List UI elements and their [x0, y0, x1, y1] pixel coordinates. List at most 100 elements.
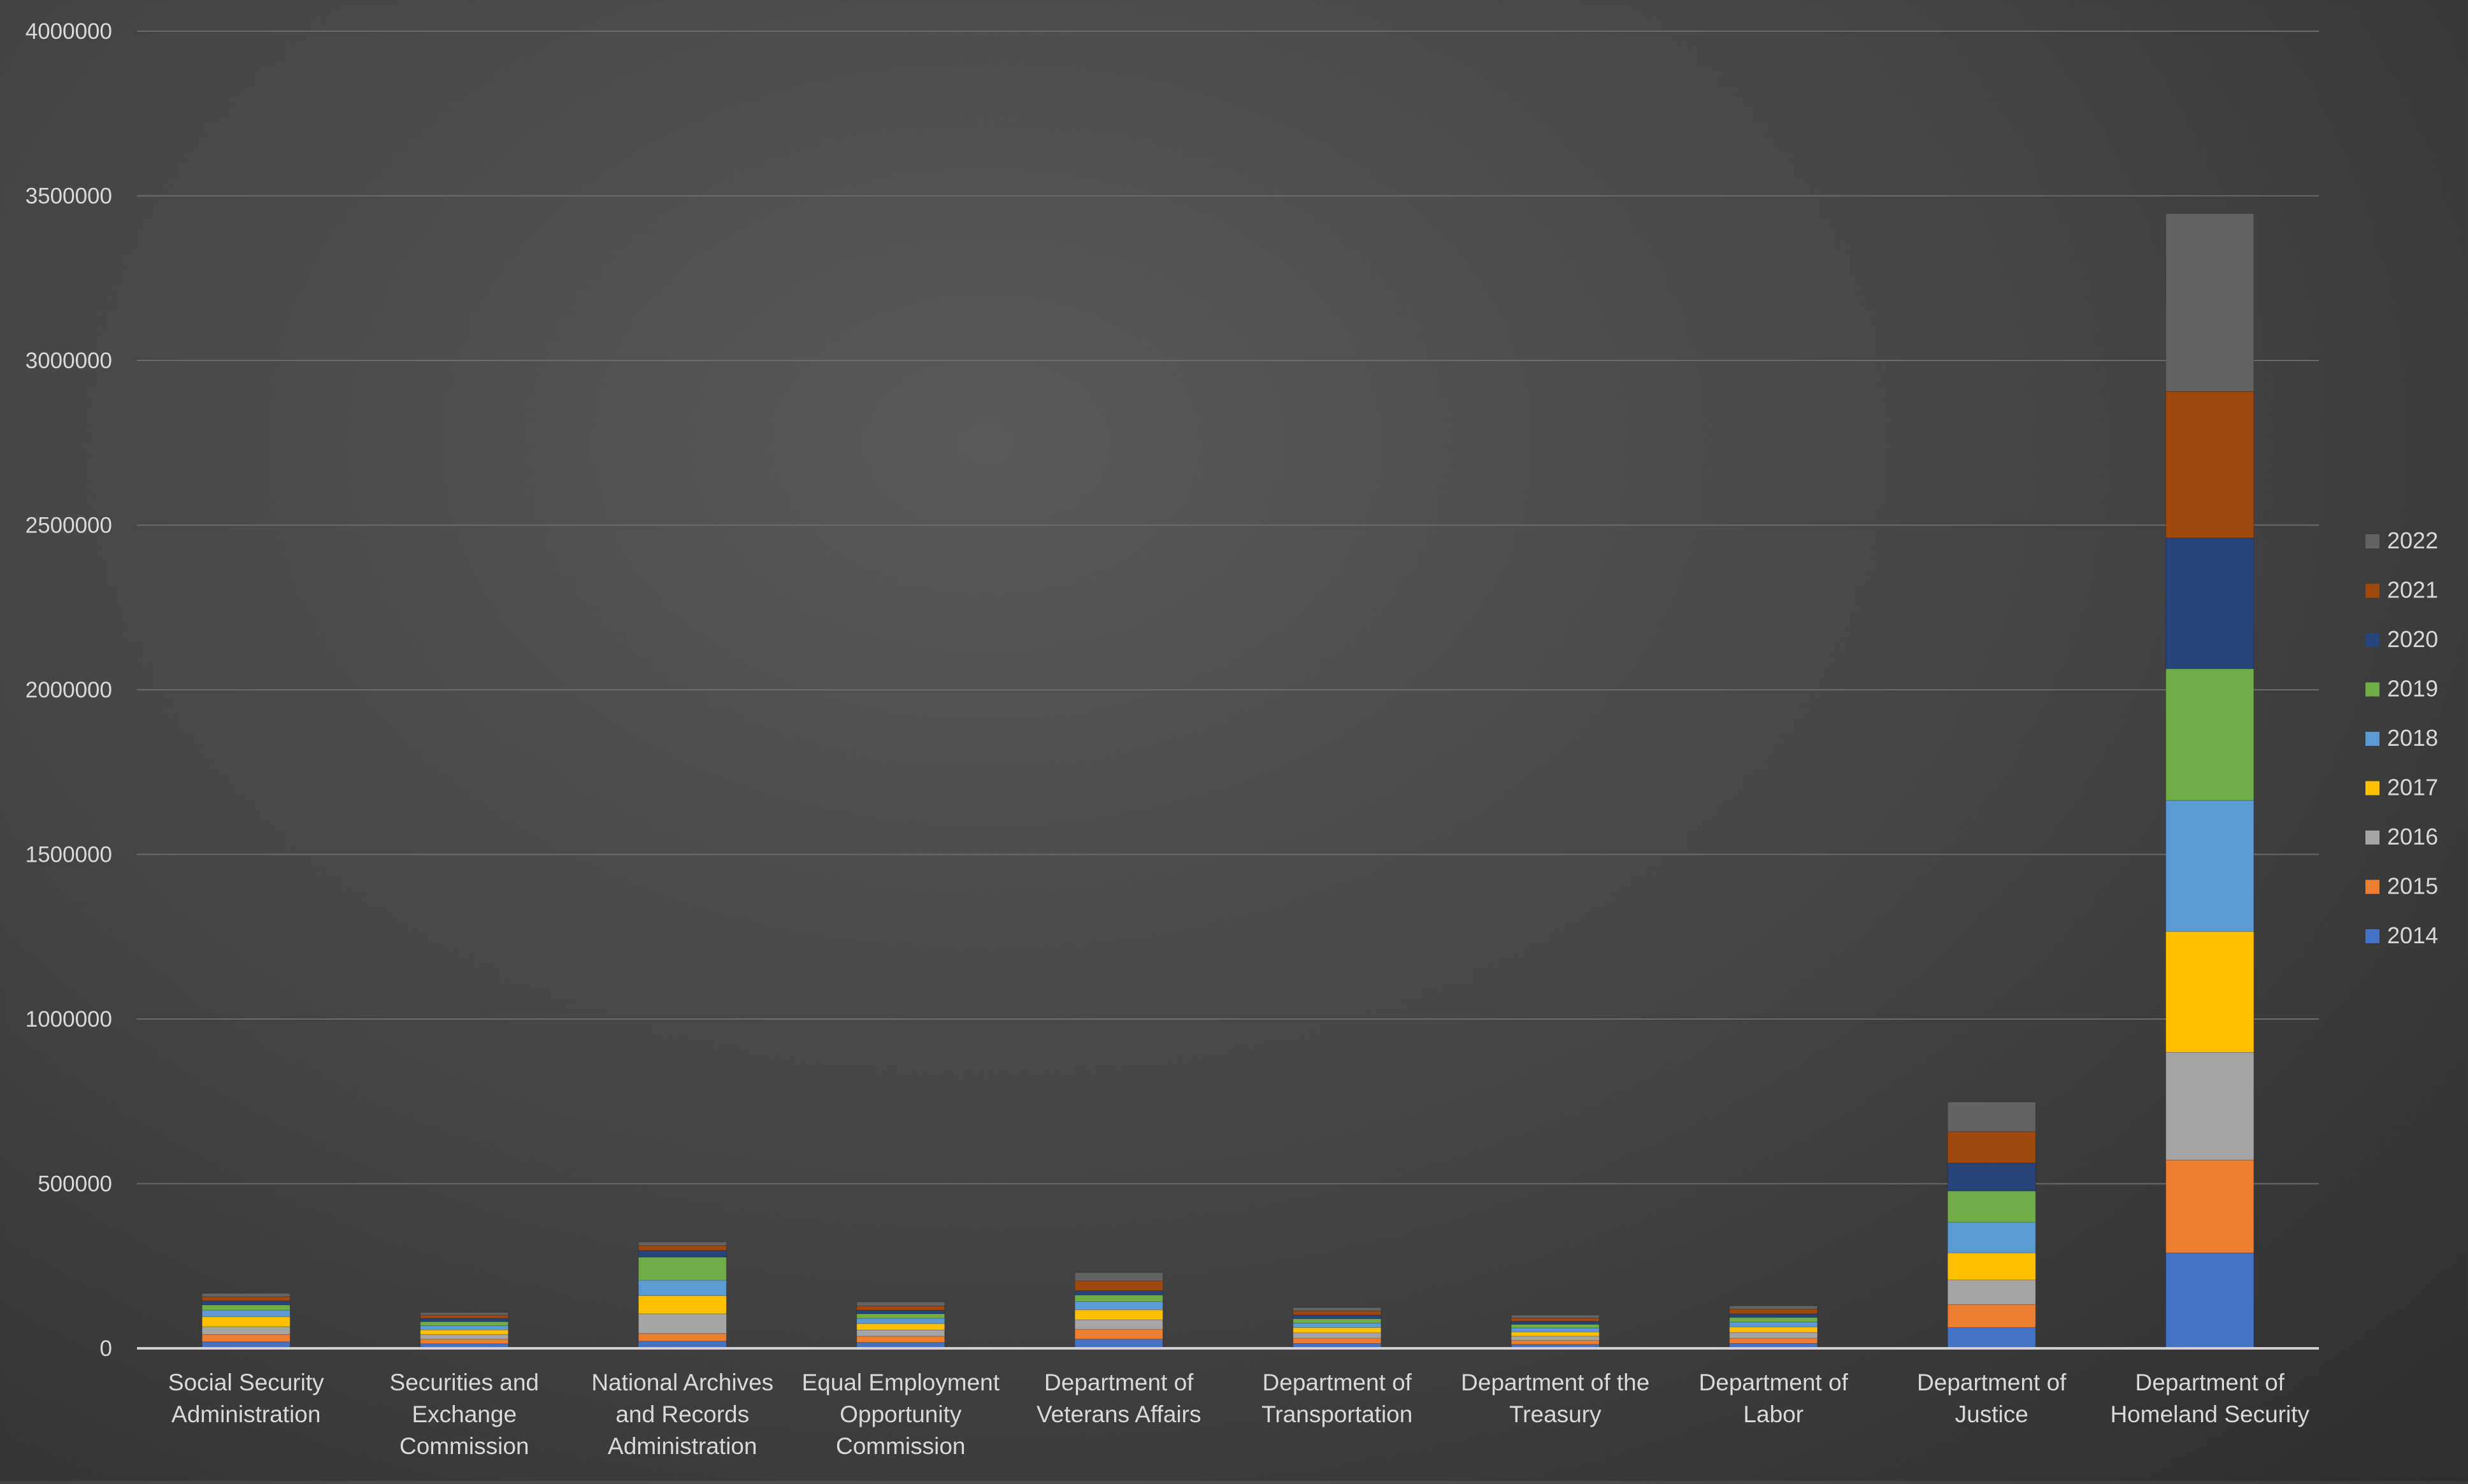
legend-item: 2018 — [2365, 725, 2438, 751]
bar-segment-2019 — [1510, 1323, 1600, 1329]
bar-segment-2022 — [1729, 1305, 1818, 1309]
bar-segment-2017 — [420, 1329, 509, 1335]
gridlines — [137, 31, 2319, 1185]
legend-label: 2019 — [2387, 676, 2438, 702]
x-tick-label-line: Department of the — [1461, 1369, 1649, 1395]
legend-item: 2014 — [2365, 922, 2438, 948]
legend-label: 2016 — [2387, 824, 2438, 850]
x-tick-label-line: Securities and — [390, 1369, 539, 1395]
y-tick-label: 2000000 — [25, 678, 112, 703]
x-tick-label-line: Transportation — [1261, 1401, 1412, 1427]
x-tick-label-line: Department of — [2135, 1369, 2285, 1395]
legend-item: 2020 — [2365, 626, 2438, 652]
legend-item: 2015 — [2365, 873, 2438, 899]
x-tick-label: National Archives and Records Administrati… — [591, 1369, 773, 1459]
bar-segment-2018 — [1074, 1301, 1163, 1311]
bar-segment-2018 — [638, 1280, 727, 1296]
legend-item: 2021 — [2365, 577, 2438, 603]
legend-item: 2017 — [2365, 774, 2438, 801]
legend-swatch — [2365, 732, 2379, 746]
bar-segment-2019 — [1074, 1294, 1163, 1302]
bar-segment-2022 — [1947, 1101, 2036, 1132]
bar-segment-2021 — [2165, 391, 2255, 539]
bar-segment-2021 — [1293, 1310, 1382, 1316]
x-tick-label: Department of Justice — [1917, 1369, 2067, 1427]
bar-segment-2019 — [201, 1304, 291, 1311]
bar-segment-2020 — [2165, 538, 2255, 669]
bars — [201, 213, 2255, 1349]
bar-segment-2021 — [856, 1305, 945, 1311]
bar-segment-2015 — [420, 1339, 509, 1345]
bar-segment-2022 — [1074, 1272, 1163, 1281]
x-tick-label-line: Homeland Security — [2110, 1401, 2309, 1427]
legend-label: 2021 — [2387, 577, 2438, 603]
bar-segment-2018 — [2165, 800, 2255, 932]
bar-segment-2018 — [856, 1318, 945, 1324]
x-tick-label-line: Treasury — [1509, 1401, 1602, 1427]
bar-segment-2019 — [856, 1313, 945, 1319]
bar-segment-2018 — [1293, 1322, 1382, 1328]
legend-swatch — [2365, 534, 2379, 548]
bar-segment-2017 — [1510, 1331, 1600, 1337]
bar-segment-2014 — [1947, 1327, 2036, 1349]
bar-segment-2014 — [2165, 1252, 2255, 1349]
bar-segment-2017 — [1074, 1309, 1163, 1320]
x-tick-label: Securities and Exchange Commission — [390, 1369, 539, 1459]
x-tick-label-line: Opportunity — [840, 1401, 962, 1427]
x-tick-label-line: Department of — [1044, 1369, 1194, 1395]
bar-stack — [420, 1312, 509, 1349]
bar-segment-2016 — [856, 1329, 945, 1337]
bar-segment-2020 — [856, 1309, 945, 1315]
bar-segment-2022 — [1510, 1315, 1600, 1318]
bar-segment-2017 — [1947, 1252, 2036, 1280]
y-tick-label: 500000 — [38, 1172, 112, 1197]
bar-segment-2017 — [638, 1295, 727, 1315]
legend-swatch — [2365, 880, 2379, 894]
bar-segment-2020 — [420, 1318, 509, 1322]
bar-stack — [638, 1241, 727, 1349]
bar-stack — [1729, 1305, 1818, 1349]
x-tick-label-line: Veterans Affairs — [1037, 1401, 1201, 1427]
bar-stack — [1293, 1307, 1382, 1349]
bar-segment-2021 — [1074, 1280, 1163, 1292]
bar-segment-2015 — [638, 1333, 727, 1342]
bar-segment-2016 — [1947, 1279, 2036, 1305]
bar-segment-2015 — [1510, 1340, 1600, 1345]
bar-segment-2019 — [2165, 668, 2255, 801]
bar-segment-2021 — [1510, 1317, 1600, 1322]
bar-segment-2017 — [2165, 931, 2255, 1053]
bar-stack — [1510, 1315, 1600, 1349]
legend-item: 2022 — [2365, 527, 2438, 553]
bar-segment-2020 — [1510, 1321, 1600, 1325]
x-tick-label-line: Labor — [1743, 1401, 1804, 1427]
x-tick-label-line: Exchange — [412, 1401, 517, 1427]
x-tick-label-line: Department of — [1917, 1369, 2067, 1395]
bar-stack — [1074, 1272, 1163, 1349]
bar-stack — [1947, 1101, 2036, 1349]
bar-segment-2016 — [2165, 1052, 2255, 1160]
bar-segment-2020 — [638, 1250, 727, 1258]
bar-segment-2020 — [1074, 1290, 1163, 1295]
bar-segment-2022 — [420, 1312, 509, 1316]
legend-label: 2020 — [2387, 626, 2438, 652]
bar-stack — [201, 1293, 291, 1349]
bar-segment-2015 — [1293, 1338, 1382, 1344]
bar-stack — [856, 1301, 945, 1349]
y-tick-label: 4000000 — [25, 19, 112, 44]
bar-segment-2019 — [1729, 1316, 1818, 1323]
y-tick-label: 0 — [100, 1336, 112, 1361]
bar-segment-2022 — [1293, 1307, 1382, 1311]
legend-label: 2017 — [2387, 774, 2438, 801]
x-tick-label: Department of Homeland Security — [2110, 1369, 2309, 1427]
bar-segment-2019 — [420, 1321, 509, 1326]
bar-segment-2015 — [201, 1334, 291, 1343]
bar-segment-2015 — [1947, 1304, 2036, 1328]
bar-segment-2016 — [1729, 1332, 1818, 1339]
bar-segment-2016 — [1510, 1336, 1600, 1341]
legend-swatch — [2365, 781, 2379, 796]
legend-label: 2018 — [2387, 725, 2438, 751]
legend-label: 2014 — [2387, 922, 2438, 948]
bar-stack — [2165, 213, 2255, 1349]
bar-segment-2016 — [1293, 1332, 1382, 1339]
bar-segment-2016 — [201, 1326, 291, 1335]
